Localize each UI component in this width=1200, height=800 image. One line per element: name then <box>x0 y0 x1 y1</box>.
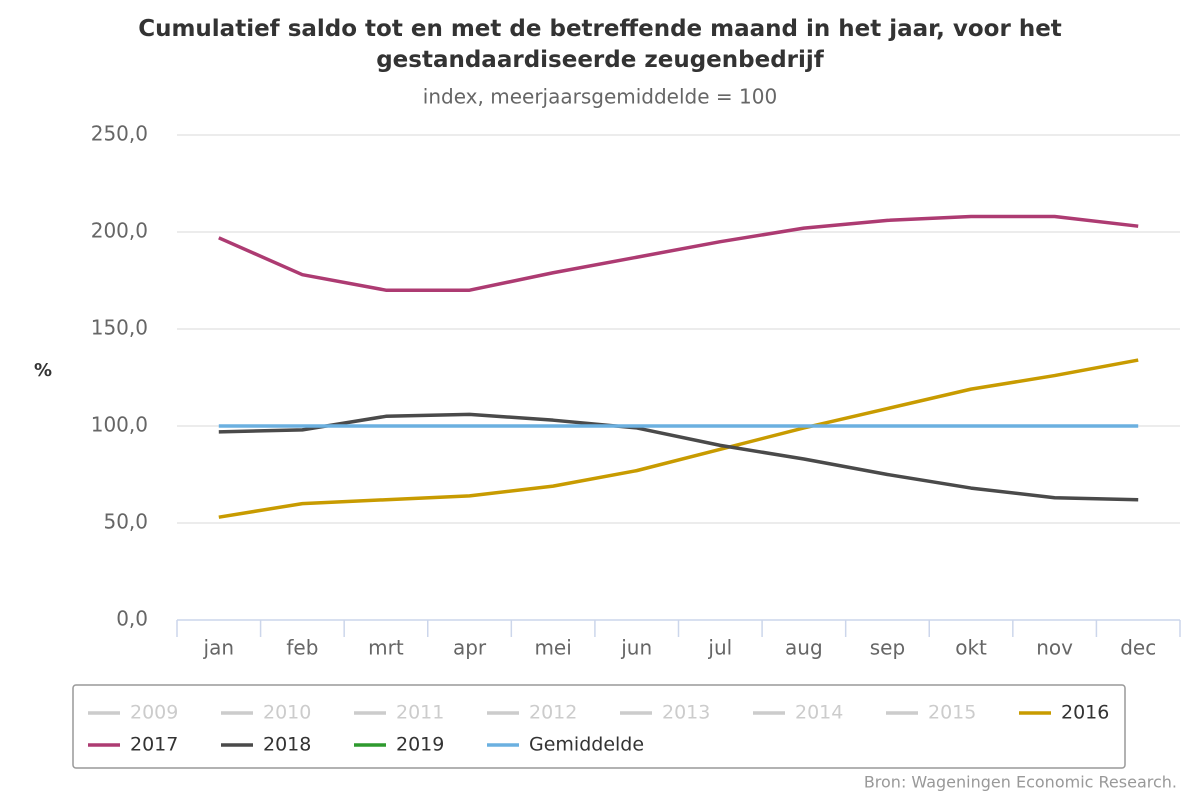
x-tick-label: feb <box>286 636 318 660</box>
legend-label: Gemiddelde <box>529 734 644 756</box>
chart-subtitle: index, meerjaarsgemiddelde = 100 <box>423 85 777 109</box>
y-tick-label: 250,0 <box>91 122 148 146</box>
x-tick-label: mei <box>534 636 571 660</box>
x-tick-label: jun <box>620 636 652 660</box>
y-tick-label: 150,0 <box>91 316 148 340</box>
x-tick-label: jan <box>203 636 235 660</box>
legend-label: 2011 <box>396 702 444 724</box>
legend-label: 2015 <box>928 702 976 724</box>
y-axis-label: % <box>34 360 52 381</box>
y-tick-label: 100,0 <box>91 413 148 437</box>
x-tick-label: mrt <box>368 636 404 660</box>
series-line <box>218 214 1139 292</box>
legend-label: 2017 <box>130 734 178 756</box>
y-tick-label: 0,0 <box>116 607 148 631</box>
legend-label: 2018 <box>263 734 311 756</box>
x-tick-label: okt <box>955 636 987 660</box>
legend-label: 2016 <box>1061 702 1109 724</box>
x-tick-label: apr <box>453 636 487 660</box>
y-tick-label: 50,0 <box>103 510 148 534</box>
series-line <box>218 358 1139 519</box>
x-tick-label: jul <box>707 636 732 660</box>
chart-title: Cumulatief saldo tot en met de betreffen… <box>138 16 1062 73</box>
legend-box <box>72 684 1126 769</box>
series-line <box>218 412 1139 502</box>
legend-label: 2019 <box>396 734 444 756</box>
x-tick-label: dec <box>1120 636 1156 660</box>
legend-label: 2014 <box>795 702 843 724</box>
y-tick-label: 200,0 <box>91 219 148 243</box>
legend-label: 2012 <box>529 702 577 724</box>
x-tick-label: sep <box>870 636 905 660</box>
x-tick-label: aug <box>785 636 823 660</box>
legend-label: 2010 <box>263 702 311 724</box>
x-tick-label: nov <box>1036 636 1073 660</box>
source: Bron: Wageningen Economic Research. <box>864 773 1177 792</box>
legend-label: 2009 <box>130 702 178 724</box>
legend-label: 2013 <box>662 702 710 724</box>
